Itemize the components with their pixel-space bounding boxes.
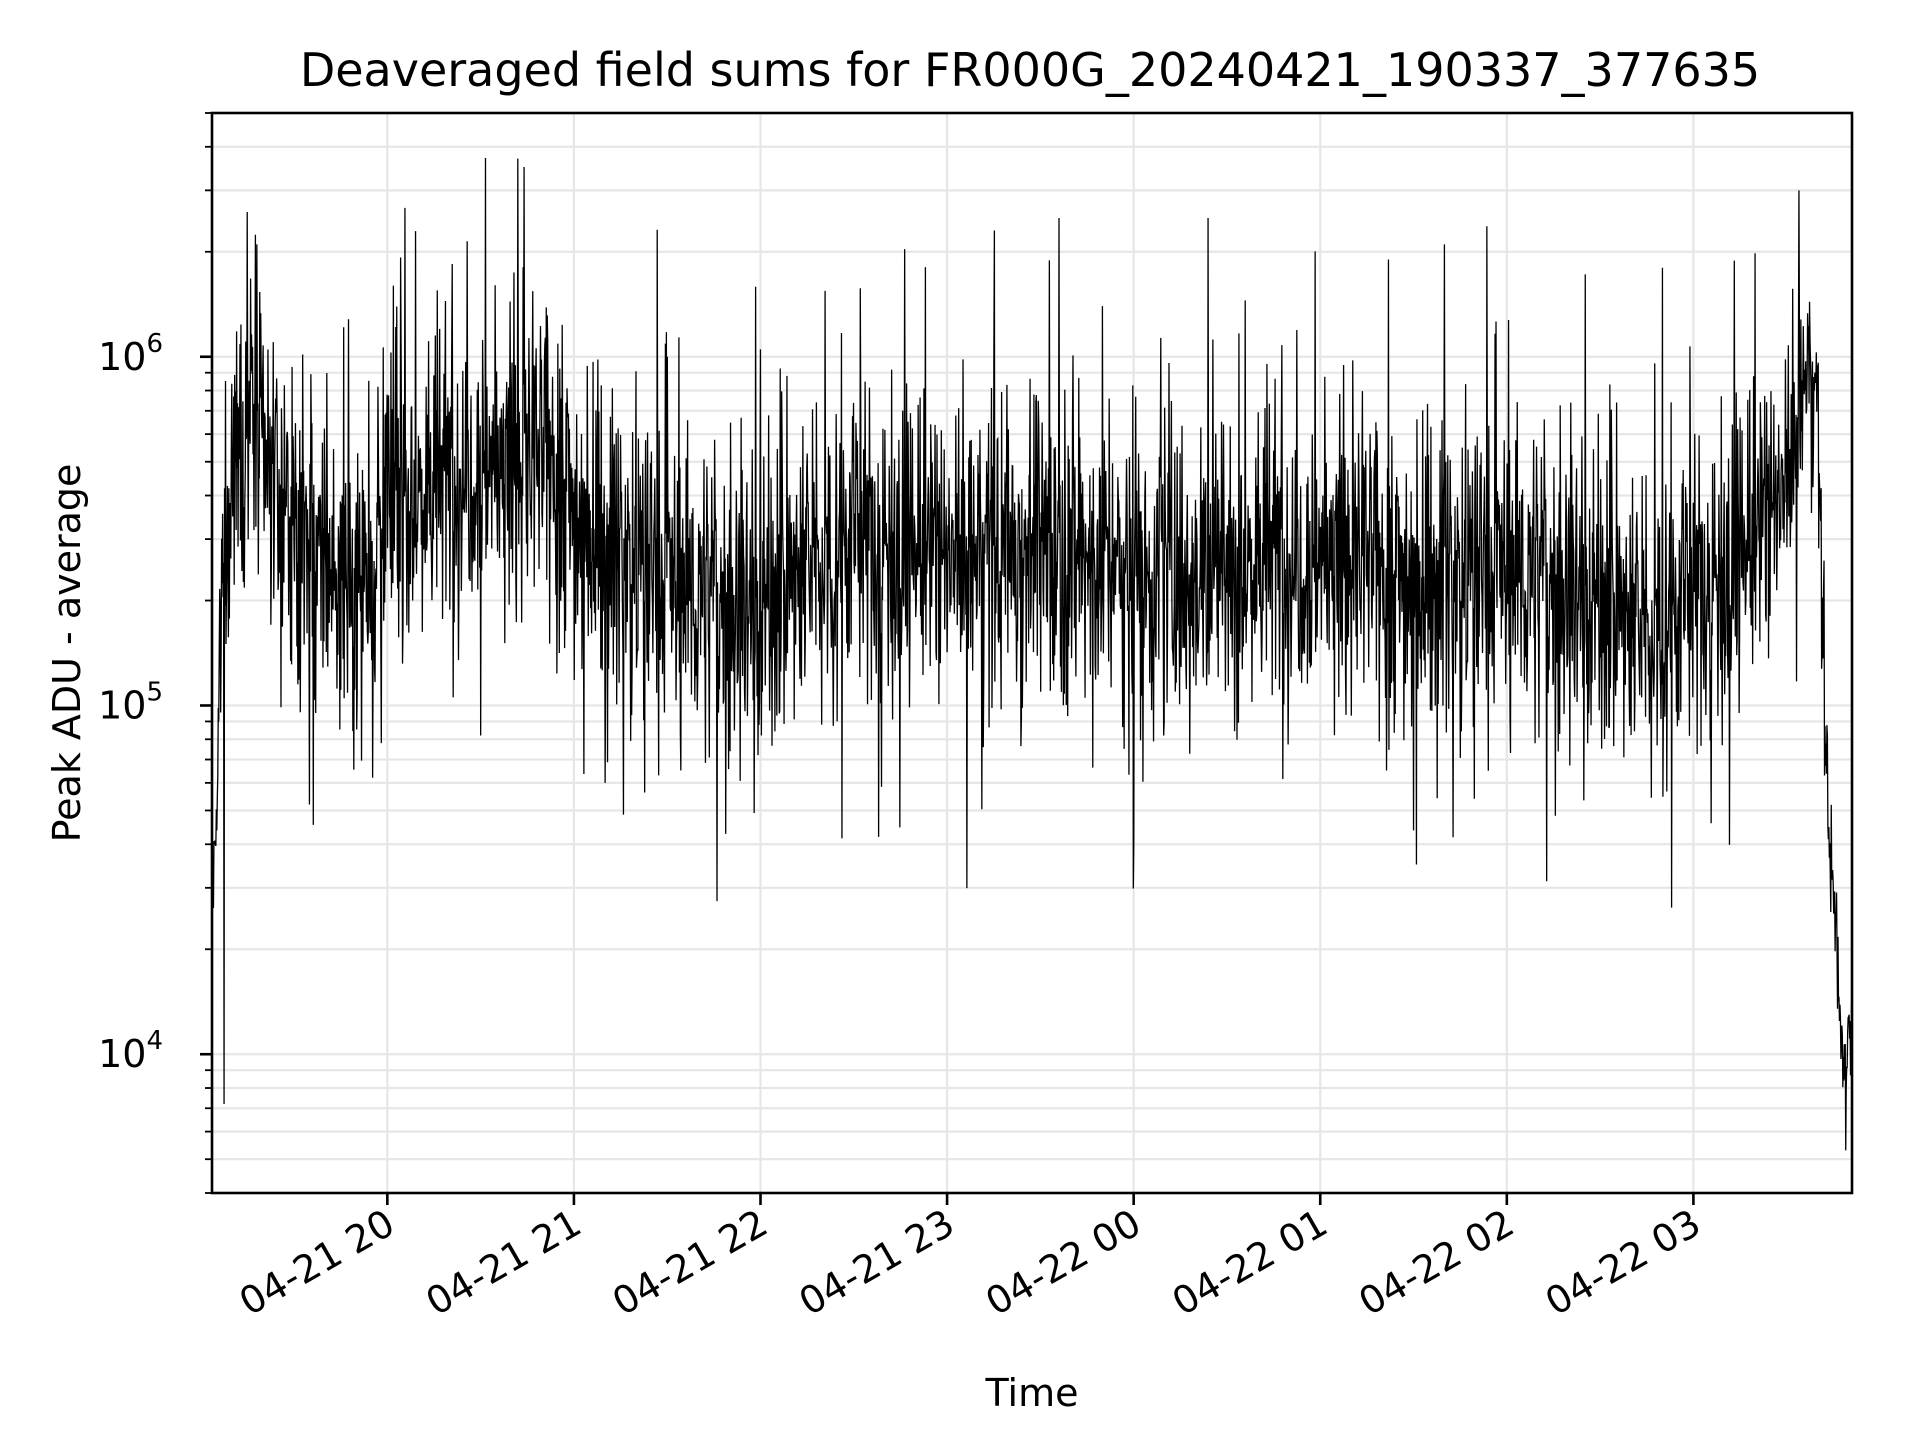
minor-grid [212, 111, 1852, 1195]
y-tick-label: 105 [98, 677, 163, 727]
x-axis-label: Time [985, 1371, 1079, 1415]
series-line [212, 157, 1852, 1151]
plot-frame [210, 111, 1854, 1195]
y-tick-label: 104 [98, 1026, 163, 1076]
plot-area [210, 111, 1854, 1195]
y-tick-label: 106 [98, 329, 163, 379]
y-axis-label: Peak ADU - average [45, 464, 89, 843]
chart-title: Deaveraged field sums for FR000G_2024042… [300, 43, 1760, 97]
y-axis-ticks: 104 105 106 [98, 112, 212, 1194]
